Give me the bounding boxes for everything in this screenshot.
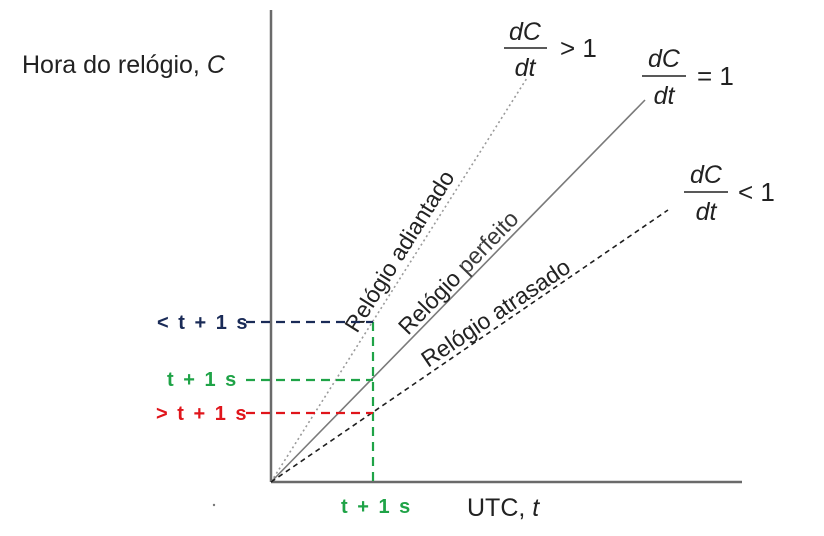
y-axis-title: Hora do relógio, C [22,51,226,79]
x-axis-tick-label: t + 1 s [341,496,412,518]
perfect-rate-denominator: dt [654,82,676,110]
slow-rate-relation: < 1 [738,177,775,207]
fast-clock-line [270,77,528,483]
slow-rate-numerator: dC [690,161,723,189]
stray-dot [212,503,216,507]
perfect-clock-line [270,99,646,483]
slow-rate-annotation: dC dt < 1 [684,161,775,226]
slow-rate-denominator: dt [696,198,718,226]
perfect-clock-tick-label: t + 1 s [167,369,238,391]
x-axis-title: UTC, t [467,494,540,522]
perfect-rate-relation: = 1 [697,61,734,91]
fast-clock-label: Relógio adiantado [339,166,459,337]
fast-rate-annotation: dC dt > 1 [504,18,597,82]
fast-rate-denominator: dt [515,54,537,82]
fast-clock-tick-label: < t + 1 s [157,312,250,334]
perfect-clock-label-word2: perfeito [452,206,524,279]
slow-clock-tick-label: > t + 1 s [156,403,249,425]
perfect-rate-annotation: dC dt = 1 [642,45,734,110]
fast-rate-numerator: dC [509,18,542,46]
perfect-rate-numerator: dC [648,45,681,73]
fast-rate-relation: > 1 [560,33,597,63]
